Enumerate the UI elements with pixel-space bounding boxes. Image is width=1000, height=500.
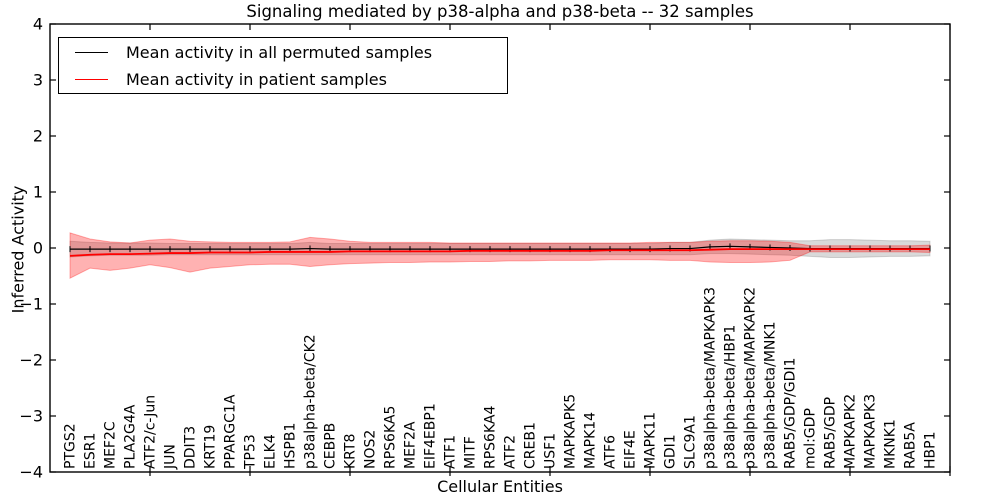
x-category-label: USF1	[543, 433, 559, 469]
x-category-label: MAPK14	[583, 412, 599, 469]
legend-entry-patient: Mean activity in patient samples	[59, 66, 507, 92]
x-category-label: ATF1	[443, 435, 459, 469]
x-category-label: PPARGC1A	[223, 394, 239, 469]
x-category-label: EIF4EBP1	[423, 403, 439, 469]
x-category-label: NOS2	[363, 430, 379, 469]
x-category-label: CREB1	[523, 422, 539, 469]
x-category-label: MEF2C	[103, 421, 119, 469]
legend: Mean activity in all permuted samples Me…	[58, 37, 508, 94]
x-category-label: ATF2	[503, 435, 519, 469]
x-category-label: MAPKAPK3	[863, 394, 879, 469]
y-tick-label: −4	[19, 463, 43, 482]
x-category-label: PTGS2	[63, 423, 79, 469]
x-category-label: ELK4	[263, 434, 279, 469]
y-tick-label: −2	[19, 351, 43, 370]
y-tick-label: −3	[19, 407, 43, 426]
legend-line-swatch-black	[75, 51, 108, 53]
chart-title: Signaling mediated by p38-alpha and p38-…	[246, 2, 754, 21]
x-category-label: p38alpha-beta/HBP1	[723, 325, 739, 469]
x-category-label: RPS6KA5	[383, 406, 399, 469]
x-category-label: MAPKAPK5	[563, 394, 579, 469]
x-category-label: p38alpha-beta/MAPKAPK3	[703, 287, 719, 469]
x-category-label: ATF2/c-Jun	[143, 395, 159, 469]
y-tick-label: 0	[33, 239, 43, 258]
permuted-std-band	[69, 238, 931, 259]
x-category-label: ATF6	[603, 435, 619, 469]
x-category-label: KRT19	[203, 425, 219, 469]
x-category-label: HSPB1	[283, 423, 299, 469]
legend-label-patient: Mean activity in patient samples	[126, 69, 387, 89]
legend-label-permuted: Mean activity in all permuted samples	[126, 42, 433, 62]
x-category-label: MITF	[463, 436, 479, 469]
legend-line-swatch-red	[75, 78, 108, 80]
patient-mean-line	[69, 248, 930, 257]
legend-entry-permuted: Mean activity in all permuted samples	[59, 39, 507, 65]
y-tick-label: 2	[33, 127, 43, 146]
y-tick-label: 1	[33, 183, 43, 202]
x-category-label: GDI1	[663, 434, 679, 469]
x-category-label: RAB5/GDP	[823, 397, 839, 469]
x-category-label: KRT8	[343, 434, 359, 469]
x-category-label: p38alpha-beta/MNK1	[763, 322, 779, 470]
x-category-label: EIF4E	[623, 430, 639, 469]
x-category-label: JUN	[163, 444, 179, 470]
x-category-label: RAB5/GDP/GDI1	[783, 358, 799, 469]
x-category-label: TP53	[243, 434, 259, 470]
x-axis-label: Cellular Entities	[437, 477, 563, 496]
y-tick-label: 4	[33, 15, 43, 34]
x-category-label: HBP1	[923, 432, 939, 469]
x-category-label: p38alpha-beta/MAPKAPK2	[743, 287, 759, 469]
x-category-label: mol:GDP	[803, 408, 819, 469]
x-category-label: MAPK11	[643, 412, 659, 469]
x-category-label: ESR1	[83, 433, 99, 469]
y-tick-label: −1	[19, 295, 43, 314]
x-category-label: RAB5A	[903, 422, 919, 469]
x-category-label: PLA2G4A	[123, 404, 139, 469]
y-axis-label: Inferred Activity	[8, 185, 28, 314]
x-category-label: DDIT3	[183, 426, 199, 469]
x-category-label: p38alpha-beta/CK2	[303, 334, 319, 469]
y-tick-label: 3	[33, 71, 43, 90]
x-category-label: RPS6KA4	[483, 406, 499, 469]
x-category-label: MEF2A	[403, 421, 419, 469]
patient-std-band	[69, 232, 931, 280]
x-category-label: MKNK1	[883, 419, 899, 469]
x-category-label: SLC9A1	[683, 415, 699, 469]
x-category-label: MAPKAPK2	[843, 394, 859, 469]
permuted-mean-line	[70, 245, 930, 250]
x-category-label: CEBPB	[323, 423, 339, 469]
